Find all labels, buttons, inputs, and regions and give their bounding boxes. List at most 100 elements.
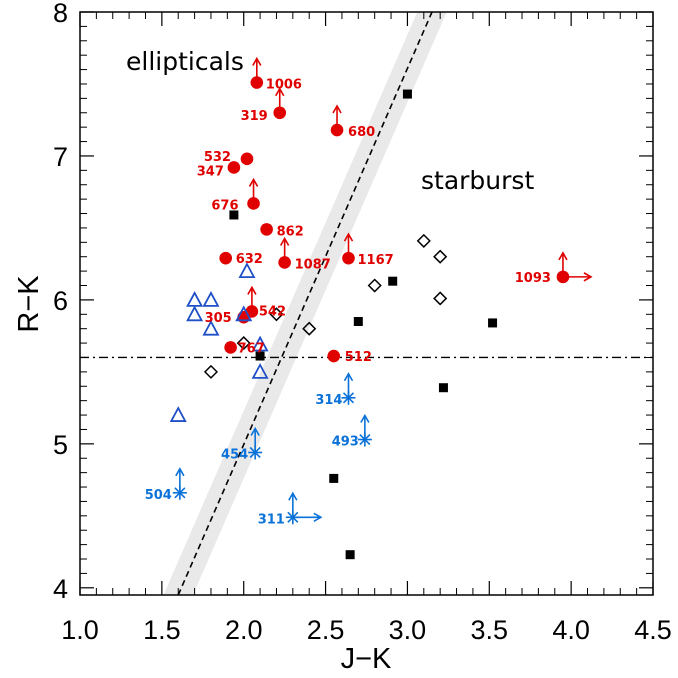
x-tick-label: 3.5 bbox=[471, 615, 509, 645]
blue-asterisk-marker bbox=[341, 390, 356, 405]
divider-band bbox=[163, 12, 447, 595]
asterisk-stroke bbox=[342, 392, 355, 404]
asterisk-stroke bbox=[287, 511, 299, 523]
y-tick-label: 6 bbox=[53, 286, 68, 316]
plot-frame bbox=[79, 11, 654, 596]
arrow-head bbox=[279, 236, 290, 246]
asterisk-stroke bbox=[359, 433, 371, 446]
blue-triangle-marker bbox=[251, 335, 269, 352]
red-circle-marker bbox=[219, 251, 233, 265]
marker-layer bbox=[169, 56, 593, 560]
arrow-head bbox=[175, 467, 185, 477]
blue-asterisk-marker bbox=[357, 432, 372, 447]
starburst-annotation: starburst bbox=[421, 166, 534, 195]
arrow-head bbox=[313, 512, 323, 522]
red-circle-marker bbox=[250, 76, 264, 89]
arrow-head bbox=[252, 56, 262, 66]
black-diamond-marker bbox=[433, 249, 448, 264]
x-tick-label: 2.0 bbox=[225, 615, 263, 645]
point-label: 542 bbox=[259, 304, 286, 319]
black-diamond-marker bbox=[302, 321, 317, 336]
asterisk-stroke bbox=[174, 487, 186, 499]
red-circle-marker bbox=[278, 256, 291, 269]
red-circle-marker bbox=[273, 106, 287, 120]
x-tick-label: 1.5 bbox=[143, 615, 181, 645]
black-square-marker bbox=[438, 383, 448, 393]
point-label: 676 bbox=[211, 198, 238, 213]
black-diamond-marker bbox=[416, 233, 431, 248]
black-diamond-marker bbox=[433, 291, 448, 306]
point-label: 311 bbox=[258, 512, 285, 527]
point-label: 454 bbox=[221, 447, 248, 462]
asterisk-stroke bbox=[249, 446, 261, 459]
red-circle-marker bbox=[227, 161, 241, 174]
black-diamond-marker bbox=[203, 364, 219, 379]
red-circle-marker bbox=[556, 270, 570, 284]
x-tick-label: 2.5 bbox=[307, 615, 345, 645]
red-circle-marker bbox=[240, 152, 254, 166]
point-label: 1006 bbox=[266, 78, 302, 93]
x-axis-title: J−K bbox=[341, 643, 392, 675]
arrow-head bbox=[275, 87, 285, 97]
blue-asterisk-marker bbox=[285, 510, 300, 525]
red-circle-marker bbox=[247, 197, 260, 210]
y-tick-label: 8 bbox=[53, 0, 68, 28]
black-diamond-marker bbox=[236, 336, 251, 351]
blue-triangle-marker bbox=[169, 406, 187, 422]
arrow-head bbox=[583, 272, 593, 282]
x-tick-label: 4.0 bbox=[552, 615, 590, 645]
black-square-marker bbox=[255, 351, 265, 361]
point-label: 680 bbox=[348, 125, 375, 140]
blue-asterisk-marker bbox=[248, 445, 263, 460]
red-circle-marker bbox=[260, 223, 273, 236]
y-tick-label: 5 bbox=[53, 430, 68, 460]
point-label: 314 bbox=[315, 393, 342, 408]
blue-triangle-marker bbox=[202, 291, 220, 307]
blue-triangle-marker bbox=[251, 362, 269, 379]
point-label: 493 bbox=[332, 435, 359, 450]
blue-asterisk-marker bbox=[172, 485, 187, 500]
point-label: 862 bbox=[277, 224, 304, 239]
arrow-head bbox=[247, 285, 257, 295]
arrow-head bbox=[332, 104, 342, 114]
divider-dashed-line bbox=[177, 12, 433, 595]
point-label: 319 bbox=[241, 109, 268, 124]
black-square-marker bbox=[229, 210, 239, 220]
y-tick-label: 4 bbox=[53, 574, 68, 604]
y-tick-label: 7 bbox=[53, 142, 68, 172]
blue-triangle-marker bbox=[238, 262, 256, 279]
arrow-head bbox=[558, 251, 568, 261]
y-axis-title: R−K bbox=[13, 275, 45, 333]
black-square-marker bbox=[329, 473, 339, 483]
point-label: 632 bbox=[236, 252, 263, 267]
point-label: 305 bbox=[205, 311, 232, 326]
arrow-head bbox=[360, 413, 370, 423]
black-square-marker bbox=[345, 550, 355, 560]
point-label: 532 bbox=[204, 150, 231, 165]
black-square-marker bbox=[402, 89, 412, 99]
black-diamond-marker bbox=[367, 278, 382, 293]
x-tick-label: 4.5 bbox=[634, 615, 672, 645]
point-label: 1093 bbox=[515, 271, 551, 286]
blue-triangle-marker bbox=[186, 291, 204, 307]
point-label: 504 bbox=[145, 488, 172, 503]
arrow-head bbox=[343, 232, 354, 242]
blue-triangle-marker bbox=[235, 305, 253, 322]
arrow-head bbox=[343, 372, 354, 382]
point-label: 512 bbox=[345, 350, 372, 365]
red-circle-marker bbox=[342, 251, 355, 265]
axis-layer: 1.0 1.5 2.0 2.5 3.0 3.5 4.0 4.5 4 5 6 7 8 bbox=[53, 0, 672, 645]
arrow-head bbox=[248, 177, 259, 187]
black-square-marker bbox=[388, 276, 398, 286]
point-label: 767 bbox=[238, 341, 265, 356]
red-circle-marker bbox=[327, 349, 341, 363]
x-tick-label: 1.0 bbox=[61, 615, 99, 645]
point-label: 1087 bbox=[295, 257, 331, 272]
blue-triangle-marker bbox=[186, 305, 204, 322]
red-circle-marker bbox=[224, 341, 237, 354]
red-circle-marker bbox=[330, 123, 344, 137]
line-layer bbox=[80, 12, 653, 595]
ellipticals-annotation: ellipticals bbox=[126, 47, 244, 76]
